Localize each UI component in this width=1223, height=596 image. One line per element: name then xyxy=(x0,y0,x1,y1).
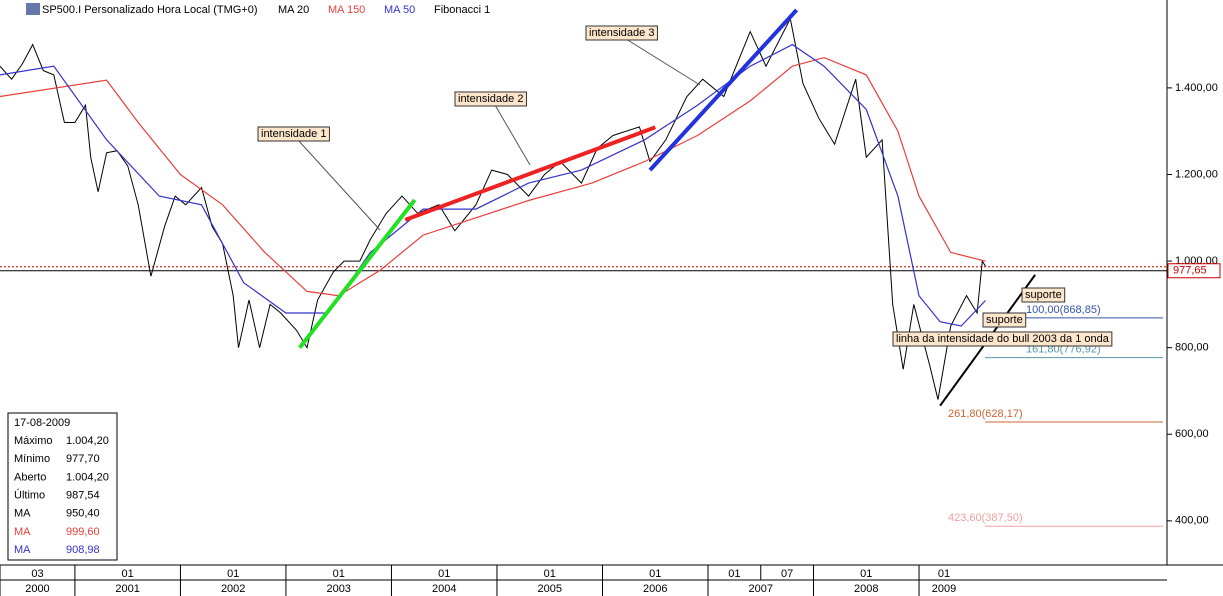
x-tick-label: 01 xyxy=(122,568,134,580)
x-tick-label: 01 xyxy=(438,568,450,580)
x-tick-label: 07 xyxy=(781,568,793,580)
x-year-label: 2002 xyxy=(221,583,245,595)
x-year-label: 2009 xyxy=(932,583,956,595)
info-label: Máximo xyxy=(14,435,53,447)
info-value: 977,70 xyxy=(66,453,100,465)
annotation: linha da intensidade do bull 2003 da 1 o… xyxy=(896,333,1110,345)
y-tick-label: 1.400,00 xyxy=(1175,82,1218,94)
info-date: 17-08-2009 xyxy=(14,417,70,429)
annotation-box xyxy=(1021,287,1066,303)
info-label: Mínimo xyxy=(14,453,50,465)
annotation-box xyxy=(982,312,1027,328)
toolbar-item[interactable]: MA 20 xyxy=(278,4,309,16)
annotation-box xyxy=(892,331,1113,347)
toolbar-item[interactable]: Fibonacci 1 xyxy=(434,4,490,16)
x-year-label: 2003 xyxy=(326,583,350,595)
trend-line xyxy=(404,125,656,222)
leader-line xyxy=(625,38,701,86)
info-label: MA xyxy=(14,544,31,556)
y-tick-label: 400,00 xyxy=(1175,515,1209,527)
x-year-label: 2008 xyxy=(854,583,878,595)
y-tick-label: 1.200,00 xyxy=(1175,168,1218,180)
info-value: 908,98 xyxy=(66,544,100,556)
x-year-label: 2006 xyxy=(643,583,667,595)
info-label: MA xyxy=(14,508,31,520)
fib-label: 100,00(868,85) xyxy=(1026,304,1101,316)
trend-line xyxy=(648,8,799,172)
fib-label: 161,80(776,92) xyxy=(1026,344,1101,356)
x-year-label: 2005 xyxy=(537,583,561,595)
info-box xyxy=(7,412,118,561)
annotation: intensidade 3 xyxy=(589,27,654,39)
annotation-box xyxy=(585,25,658,41)
info-value: 987,54 xyxy=(66,490,100,502)
y-tick-label: 800,00 xyxy=(1175,342,1209,354)
annotation: intensidade 1 xyxy=(261,128,326,140)
x-year-label: 2004 xyxy=(432,583,456,595)
price-label: 977,65 xyxy=(1173,265,1207,277)
info-value: 999,60 xyxy=(66,526,100,538)
x-tick-label: 01 xyxy=(860,568,872,580)
trend-line xyxy=(298,198,417,349)
info-value: 1.004,20 xyxy=(66,435,109,447)
annotation: intensidade 2 xyxy=(458,93,523,105)
x-tick-label: 01 xyxy=(938,568,950,580)
x-tick-label: 01 xyxy=(227,568,239,580)
fib-label: 423,60(387,50) xyxy=(948,512,1023,524)
x-tick-label: 01 xyxy=(649,568,661,580)
leader-line xyxy=(494,104,531,166)
toolbar-item[interactable]: MA 150 xyxy=(328,4,365,16)
annotation: suporte xyxy=(986,314,1023,326)
annotation-box xyxy=(454,91,527,107)
x-tick-label: 01 xyxy=(728,568,740,580)
series-line xyxy=(0,56,986,297)
x-tick-label: 01 xyxy=(544,568,556,580)
x-year-label: 2000 xyxy=(25,583,49,595)
x-tick-label: 03 xyxy=(31,568,43,580)
info-label: Último xyxy=(14,489,45,502)
info-label: Aberto xyxy=(14,471,46,483)
symbol[interactable]: SP500.I Personalizado Hora Local (TMG+0) xyxy=(42,4,258,16)
fib-label: 261,80(628,17) xyxy=(948,408,1023,420)
x-year-label: 2001 xyxy=(115,583,139,595)
x-year-label: 2007 xyxy=(749,583,773,595)
info-label: MA xyxy=(14,526,31,538)
series-line xyxy=(0,43,986,327)
info-value: 1.004,20 xyxy=(66,471,109,483)
icon xyxy=(26,3,40,15)
leader-line xyxy=(297,139,381,231)
x-tick-label: 01 xyxy=(333,568,345,580)
price-box xyxy=(1167,263,1221,279)
y-tick-label: 600,00 xyxy=(1175,428,1209,440)
annotation-box xyxy=(257,126,330,142)
toolbar-item[interactable]: MA 50 xyxy=(384,4,415,16)
info-value: 950,40 xyxy=(66,508,100,520)
annotation: suporte xyxy=(1025,289,1062,301)
